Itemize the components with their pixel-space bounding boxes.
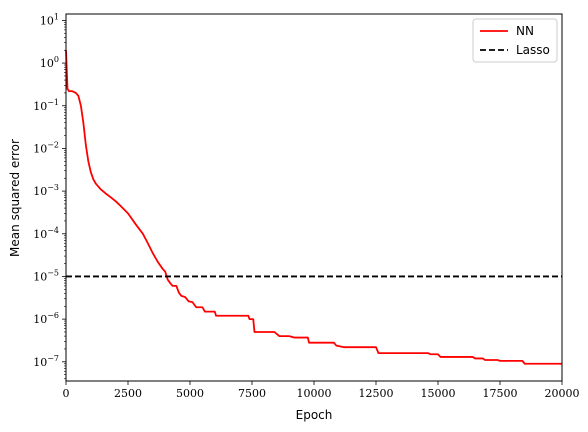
legend: NN Lasso xyxy=(472,18,558,63)
x-tick-label: 5000 xyxy=(176,387,204,400)
series-line-nn xyxy=(65,50,562,365)
x-tick-label: 20000 xyxy=(545,387,580,400)
y-tick-exponent: −1 xyxy=(47,98,59,107)
y-tick-exponent: −4 xyxy=(47,226,59,235)
y-tick-label: 10−2 xyxy=(33,140,59,155)
y-axis-label: Mean squared error xyxy=(8,139,22,257)
y-tick-exponent: −7 xyxy=(47,354,59,363)
x-tick-label: 12500 xyxy=(359,387,394,400)
y-tick-label: 101 xyxy=(40,12,59,27)
x-tick-label: 2500 xyxy=(114,387,142,400)
y-tick-label: 10−6 xyxy=(33,311,59,326)
y-tick-label: 100 xyxy=(40,55,59,70)
y-tick-exponent: −6 xyxy=(47,311,59,320)
x-tick-label: 7500 xyxy=(238,387,266,400)
x-axis-label: Epoch xyxy=(296,408,333,422)
y-tick-label: 10−5 xyxy=(33,268,59,283)
legend-label-nn: NN xyxy=(516,24,534,38)
x-axis: 0 2500 5000 7500 10000 12500 15000 17500 20000 xyxy=(63,381,580,400)
plot-area xyxy=(66,14,562,381)
y-tick-exponent: 1 xyxy=(54,12,59,21)
y-tick-label: 10−7 xyxy=(33,354,59,369)
y-tick-label: 10−3 xyxy=(33,183,59,198)
legend-box xyxy=(472,18,558,63)
y-tick-exponent: 0 xyxy=(54,55,59,64)
x-tick-label: 17500 xyxy=(483,387,518,400)
y-tick-exponent: −3 xyxy=(47,183,59,192)
y-tick-exponent: −2 xyxy=(47,140,59,149)
legend-label-lasso: Lasso xyxy=(516,43,550,57)
x-tick-label: 15000 xyxy=(421,387,456,400)
y-tick-label: 10−1 xyxy=(33,98,59,113)
series-layer xyxy=(65,50,562,365)
y-tick-label: 10−4 xyxy=(33,226,59,241)
x-tick-label: 0 xyxy=(63,387,70,400)
y-tick-exponent: −5 xyxy=(47,268,59,277)
x-tick-label: 10000 xyxy=(297,387,332,400)
